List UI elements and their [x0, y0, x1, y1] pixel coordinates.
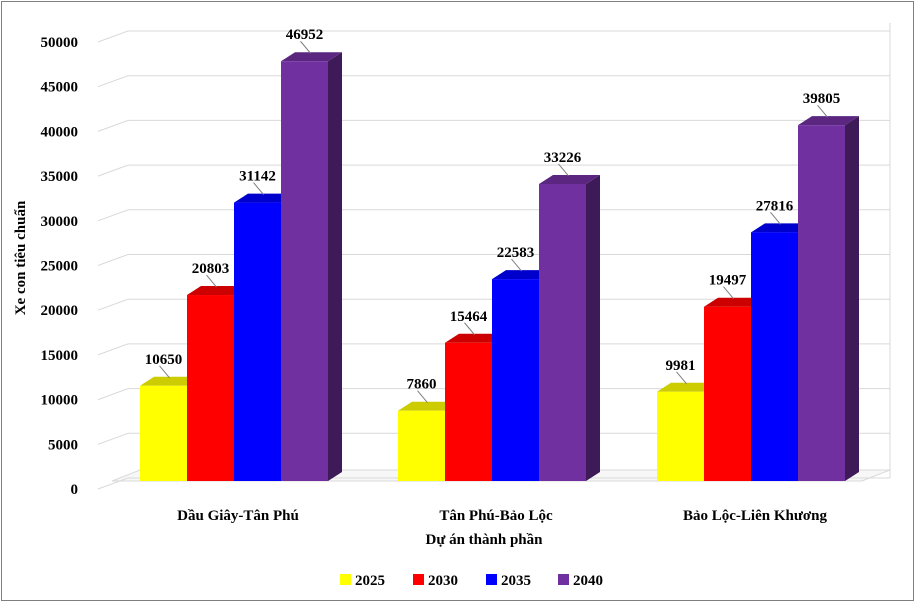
x-axis-ticks: Dầu Giây-Tân Phú Tân Phú-Bảo Lộc Bảo Lộc-L…	[177, 508, 827, 524]
bar	[798, 116, 859, 481]
y-tick-label: 40000	[41, 124, 79, 140]
y-tick-label: 0	[71, 482, 79, 498]
y-tick-label: 25000	[41, 259, 79, 275]
bars	[140, 52, 859, 482]
data-label: 9981	[666, 358, 696, 374]
legend-label: 2040	[573, 573, 603, 589]
leader-line	[676, 371, 687, 385]
data-label: 27816	[756, 198, 794, 214]
legend-item: 2040	[558, 573, 603, 589]
legend-swatch	[413, 574, 424, 585]
legend: 2025 2030 2035 2040	[340, 573, 603, 589]
data-labels: 10650 20803 31142 46952 7860 15464 22583 33226 9…	[145, 27, 841, 404]
data-label: 22583	[497, 245, 535, 261]
data-label: 7860	[407, 377, 437, 393]
legend-label: 2035	[501, 573, 531, 589]
leader-line	[464, 322, 475, 336]
bar	[281, 52, 342, 482]
y-tick-label: 15000	[41, 348, 79, 364]
y-tick-label: 50000	[41, 35, 79, 51]
y-tick-label: 5000	[48, 437, 78, 453]
x-tick-label: Dầu Giây-Tân Phú	[177, 508, 299, 524]
leader-line	[511, 258, 522, 272]
data-label: 10650	[145, 352, 183, 368]
leader-line	[253, 182, 264, 195]
leader-line	[723, 286, 734, 300]
y-tick-label: 35000	[41, 169, 79, 185]
leader-line	[770, 212, 781, 225]
y-tick-label: 30000	[41, 214, 79, 230]
x-axis-title: Dự án thành phần	[426, 532, 544, 548]
legend-swatch	[558, 574, 569, 585]
y-axis-title: Xe con tiêu chuẩn	[13, 200, 29, 315]
leader-line	[206, 274, 217, 288]
y-tick-label: 10000	[41, 393, 79, 409]
x-tick-label: Tân Phú-Bảo Lộc	[439, 508, 553, 524]
data-label: 33226	[544, 150, 582, 166]
y-axis-ticks: 0 5000 10000 15000 20000 25000 30000 35000 40000…	[41, 35, 79, 498]
y-tick-label: 20000	[41, 303, 79, 319]
legend-label: 2030	[428, 573, 458, 589]
leader-line	[558, 163, 569, 177]
legend-item: 2030	[413, 573, 458, 589]
leader-line	[817, 104, 828, 118]
leader-line	[159, 365, 170, 379]
y-tick-label: 45000	[41, 80, 79, 96]
x-tick-label: Bảo Lộc-Liên Khương	[683, 508, 827, 524]
data-label: 46952	[286, 27, 324, 43]
legend-label: 2025	[355, 573, 385, 589]
data-label: 19497	[709, 273, 747, 289]
legend-swatch	[486, 574, 497, 585]
leader-line	[417, 390, 428, 404]
bar	[539, 174, 600, 481]
legend-item: 2025	[340, 573, 385, 589]
data-label: 31142	[239, 169, 276, 185]
data-label: 39805	[803, 91, 841, 107]
data-label: 15464	[450, 309, 488, 325]
legend-item: 2035	[486, 573, 531, 589]
data-label: 20803	[192, 261, 230, 277]
leader-line	[300, 40, 311, 54]
legend-swatch	[340, 574, 351, 585]
